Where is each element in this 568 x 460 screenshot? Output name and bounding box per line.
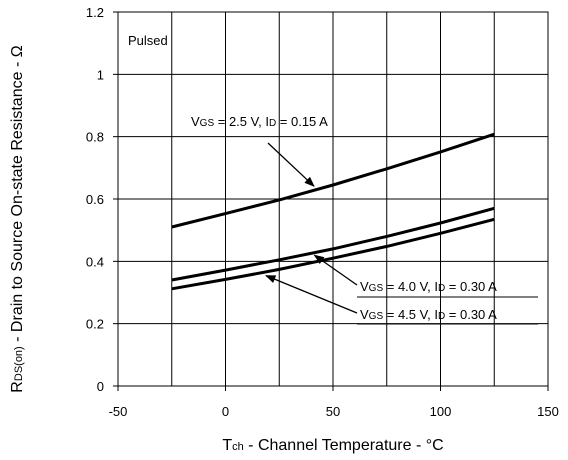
y-tick-labels: 0 0.2 0.4 0.6 0.8 1 1.2 [86,5,104,394]
y-tick-label: 0.4 [86,254,104,269]
tick-marks [113,11,549,391]
x-axis-title: Tch - Channel Temperature - °C [222,437,443,454]
x-tick-label: 50 [326,404,340,419]
series-label-vgs-2-5: VGS = 2.5 V, ID = 0.15 A [191,114,328,129]
data-series [171,132,495,291]
series-label-vgs-4-5: VGS = 4.5 V, ID = 0.30 A [360,307,497,322]
x-tick-labels: -50 0 50 100 150 [109,404,559,419]
annotation-arrows [265,142,358,314]
series-line-3 [171,217,495,291]
series-line-1 [171,132,495,229]
gridlines [118,12,548,386]
arrow-series-3 [265,275,358,314]
y-axis-title: RDS(on) - Drain to Source On-state Resis… [9,45,26,392]
y-tick-label: 1 [97,67,104,82]
y-tick-label: 0 [97,379,104,394]
y-tick-label: 0.8 [86,130,104,145]
arrow-series-2 [313,254,358,286]
y-tick-label: 0.6 [86,192,104,207]
x-tick-label: 0 [222,404,229,419]
x-tick-label: 150 [537,404,559,419]
y-tick-label: 1.2 [86,5,104,20]
series-label-vgs-4-0: VGS = 4.0 V, ID = 0.30 A [360,279,497,294]
x-tick-label: -50 [109,404,128,419]
arrow-series-1 [267,142,315,187]
pulsed-annotation: Pulsed [128,33,168,48]
y-tick-label: 0.2 [86,317,104,332]
x-tick-label: 100 [430,404,452,419]
series-line-2 [171,206,495,282]
